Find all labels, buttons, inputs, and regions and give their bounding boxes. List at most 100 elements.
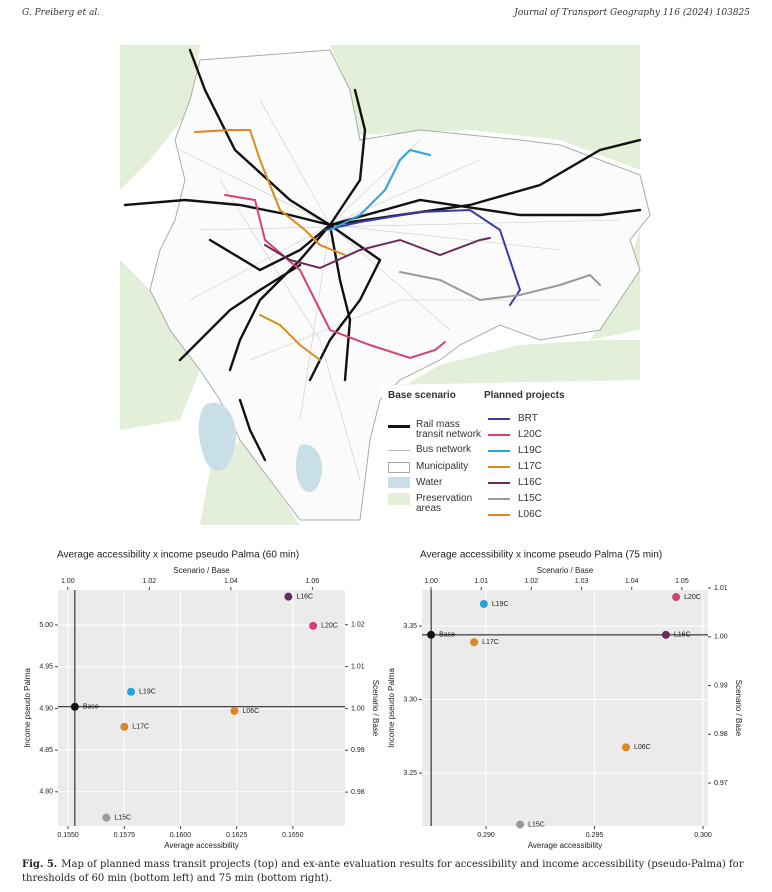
x2-tick-label: 1.04	[625, 578, 639, 585]
x-tick-label: 0.290	[477, 832, 495, 839]
project-line	[194, 129, 251, 133]
point	[127, 687, 136, 696]
x2-axis-label: Scenario / Base	[173, 566, 230, 575]
point-label: L15C	[528, 821, 545, 828]
y2-tick-label: 0.97	[714, 780, 728, 787]
y-tick-label: 3.30	[403, 696, 417, 703]
x2-tick-label: 1.00	[424, 578, 438, 585]
point-label: L17C	[132, 724, 149, 731]
legend-item: Water	[416, 477, 443, 488]
project-line	[264, 237, 491, 270]
legend-title: Planned projects	[484, 390, 565, 401]
point-label: L20C	[321, 623, 338, 630]
caption-text: Map of planned mass transit projects (to…	[22, 859, 744, 884]
y-tick-label: 4.95	[39, 664, 53, 671]
legend-item: L19C	[518, 445, 542, 456]
rail-swatch	[388, 425, 410, 428]
point	[672, 593, 681, 602]
y2-tick-label: 1.00	[714, 634, 728, 641]
project-swatch	[488, 450, 510, 452]
bus-swatch	[388, 450, 410, 451]
legend-item: BRT	[518, 413, 538, 424]
point	[470, 638, 479, 647]
y-tick-label: 4.85	[39, 747, 53, 754]
project-line	[399, 271, 601, 302]
legend-item: Preservation areas	[416, 493, 473, 514]
legend-item: Municipality	[416, 461, 469, 472]
project-swatch	[488, 418, 510, 420]
header-author: G. Preiberg et al.	[22, 8, 101, 18]
y2-tick-label: 1.02	[351, 622, 365, 629]
point-label: L17C	[482, 639, 499, 646]
x-tick-label: 0.1650	[282, 832, 304, 839]
y-tick-label: 4.80	[39, 789, 53, 796]
point-label: Base	[439, 632, 455, 639]
map-legend: Base scenario Planned projects Rail mass…	[382, 385, 640, 525]
point-label: L19C	[492, 601, 509, 608]
project-swatch	[488, 466, 510, 468]
legend-item: Rail mass transit network	[416, 419, 482, 440]
point	[516, 820, 525, 829]
x-tick-label: 0.300	[694, 832, 712, 839]
y2-tick-label: 1.01	[714, 585, 728, 592]
y2-tick-label: 0.99	[351, 747, 365, 754]
header-journal: Journal of Transport Geography 116 (2024…	[514, 8, 750, 18]
legend-item: L06C	[518, 509, 542, 520]
point-label: Base	[83, 704, 99, 711]
preservation-areas	[120, 45, 640, 525]
x2-tick-label: 1.05	[675, 578, 689, 585]
map	[120, 45, 651, 525]
project-line	[329, 148, 431, 231]
municipality	[149, 49, 651, 521]
project-swatch	[488, 514, 510, 516]
project-line	[324, 208, 522, 306]
y-tick-label: 3.35	[403, 623, 417, 630]
chart-title: Average accessibility x income pseudo Pa…	[57, 550, 299, 561]
x2-tick-label: 1.06	[306, 578, 320, 585]
x2-tick-label: 1.02	[525, 578, 539, 585]
x-tick-label: 0.1625	[226, 832, 248, 839]
water	[198, 402, 323, 492]
y-tick-label: 4.90	[39, 705, 53, 712]
x-tick-label: 0.1550	[57, 832, 79, 839]
project-swatch	[488, 482, 510, 484]
x2-axis-label: Scenario / Base	[537, 566, 594, 575]
point	[427, 630, 436, 639]
x-tick-label: 0.1600	[170, 832, 192, 839]
point-label: L19C	[139, 689, 156, 696]
caption: Fig. 5. Map of planned mass transit proje…	[22, 858, 757, 886]
y-tick-label: 3.25	[403, 770, 417, 777]
legend-title: Base scenario	[388, 390, 456, 401]
legend-item: L15C	[518, 493, 542, 504]
x2-tick-label: 1.04	[224, 578, 238, 585]
project-swatch	[488, 498, 510, 500]
point-label: L06C	[634, 744, 651, 751]
point	[309, 621, 318, 630]
chart-title: Average accessibility x income pseudo Pa…	[420, 550, 662, 561]
legend-item: L20C	[518, 429, 542, 440]
y2-tick-label: 1.01	[351, 663, 365, 670]
x-tick-label: 0.1575	[114, 832, 136, 839]
preservation-swatch	[388, 493, 410, 505]
point	[621, 743, 630, 752]
caption-label: Fig. 5.	[22, 859, 58, 870]
point	[479, 599, 488, 608]
point	[102, 813, 111, 822]
point	[120, 722, 129, 731]
y-tick-label: 5.00	[39, 622, 53, 629]
x2-tick-label: 1.03	[575, 578, 589, 585]
x-tick-label: 0.295	[586, 832, 604, 839]
y2-tick-label: 0.98	[714, 731, 728, 738]
x-axis-label: Average accessibility	[528, 841, 603, 850]
point-label: L20C	[684, 594, 701, 601]
planned-projects	[194, 129, 601, 361]
x2-tick-label: 1.02	[143, 578, 157, 585]
y2-axis-label: Scenario / Base	[371, 680, 380, 737]
point-label: L15C	[114, 815, 131, 822]
y2-tick-label: 0.98	[351, 789, 365, 796]
x2-tick-label: 1.00	[61, 578, 75, 585]
y2-tick-label: 0.99	[714, 682, 728, 689]
point-label: L06C	[242, 708, 259, 715]
